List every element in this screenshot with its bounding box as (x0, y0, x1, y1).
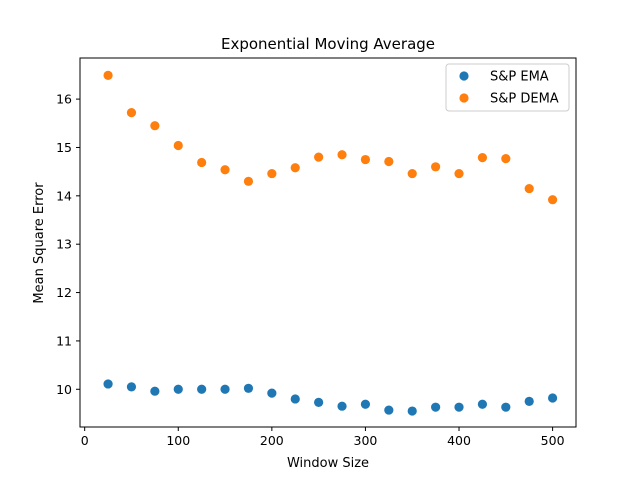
legend-marker-series-1 (459, 93, 469, 103)
x-tick-label: 100 (166, 433, 190, 448)
y-tick-label: 16 (56, 92, 72, 107)
data-point-series-1 (548, 195, 558, 205)
data-point-series-0 (407, 406, 417, 416)
data-point-series-0 (314, 397, 324, 407)
data-point-series-1 (501, 153, 511, 164)
data-point-series-1 (173, 140, 183, 151)
data-point-series-1 (477, 153, 488, 163)
data-point-series-1 (267, 168, 277, 179)
legend-label-series-0: S&P EMA (490, 70, 549, 85)
x-tick-label: 300 (354, 433, 378, 448)
y-tick-label: 11 (56, 333, 72, 348)
y-tick-label: 15 (56, 140, 72, 155)
data-point-series-1 (220, 165, 230, 175)
data-point-series-1 (407, 168, 417, 179)
x-tick-label: 0 (81, 433, 89, 448)
data-point-series-0 (524, 396, 534, 406)
data-point-series-0 (337, 401, 347, 411)
data-point-series-0 (360, 399, 371, 409)
legend-marker-series-0 (459, 71, 469, 81)
data-point-series-0 (501, 402, 511, 412)
y-tick-label: 14 (56, 188, 72, 203)
data-point-series-0 (290, 394, 300, 404)
x-axis-label: Window Size (287, 456, 369, 471)
legend: S&P EMA S&P DEMA (445, 63, 570, 112)
data-point-series-1 (337, 150, 347, 160)
data-point-series-0 (150, 386, 160, 396)
data-point-series-1 (197, 157, 207, 168)
data-points (103, 70, 558, 416)
data-point-series-0 (431, 402, 441, 412)
y-tick-label: 12 (56, 285, 72, 300)
data-point-series-1 (150, 121, 160, 131)
data-point-series-0 (126, 382, 137, 392)
data-point-series-0 (384, 405, 394, 415)
data-point-series-1 (384, 156, 394, 167)
x-tick-label: 500 (541, 433, 565, 448)
legend-box (445, 63, 570, 112)
data-point-series-1 (103, 70, 113, 81)
data-point-series-0 (454, 402, 464, 412)
chart-title: Exponential Moving Average (221, 35, 435, 53)
x-tick-label: 400 (447, 433, 471, 448)
data-point-series-0 (197, 384, 207, 394)
data-point-series-1 (243, 176, 254, 186)
data-point-series-0 (103, 379, 113, 389)
data-point-series-1 (431, 162, 441, 172)
y-axis-label: Mean Square Error (32, 182, 47, 304)
data-point-series-1 (360, 154, 371, 165)
data-point-series-1 (524, 183, 534, 194)
data-point-series-1 (126, 108, 137, 118)
data-point-series-0 (548, 393, 558, 403)
data-point-series-1 (314, 152, 324, 162)
data-point-series-0 (220, 384, 230, 394)
data-point-series-1 (290, 163, 300, 173)
x-tick-label: 200 (260, 433, 284, 448)
y-tick-label: 13 (56, 237, 72, 252)
legend-label-series-1: S&P DEMA (490, 92, 559, 107)
data-point-series-1 (454, 168, 464, 179)
data-point-series-0 (173, 384, 183, 394)
data-point-series-0 (477, 399, 488, 409)
data-point-series-0 (267, 388, 277, 398)
y-tick-label: 10 (56, 382, 72, 397)
plot-frame (79, 57, 577, 428)
axes: 0 100 200 300 400 500 10 11 12 13 14 15 16 (56, 57, 577, 448)
data-point-series-0 (243, 383, 254, 393)
